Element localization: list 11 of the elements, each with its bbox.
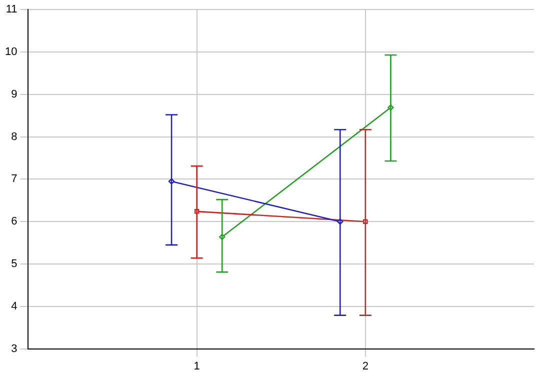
x-tick-label: 1 [194, 360, 200, 372]
y-tick-label: 6 [11, 216, 18, 228]
x-tick-label: 2 [362, 360, 368, 372]
y-tick-label: 8 [11, 130, 18, 143]
y-tick-label: 4 [11, 300, 18, 312]
y-tick-label: 5 [11, 258, 18, 270]
y-tick-label: 9 [11, 88, 18, 100]
y-tick-label: 3 [11, 342, 18, 355]
y-tick-label: 11 [6, 4, 18, 16]
y-tick-label: 10 [4, 46, 18, 58]
y-tick-label: 7 [11, 173, 18, 186]
